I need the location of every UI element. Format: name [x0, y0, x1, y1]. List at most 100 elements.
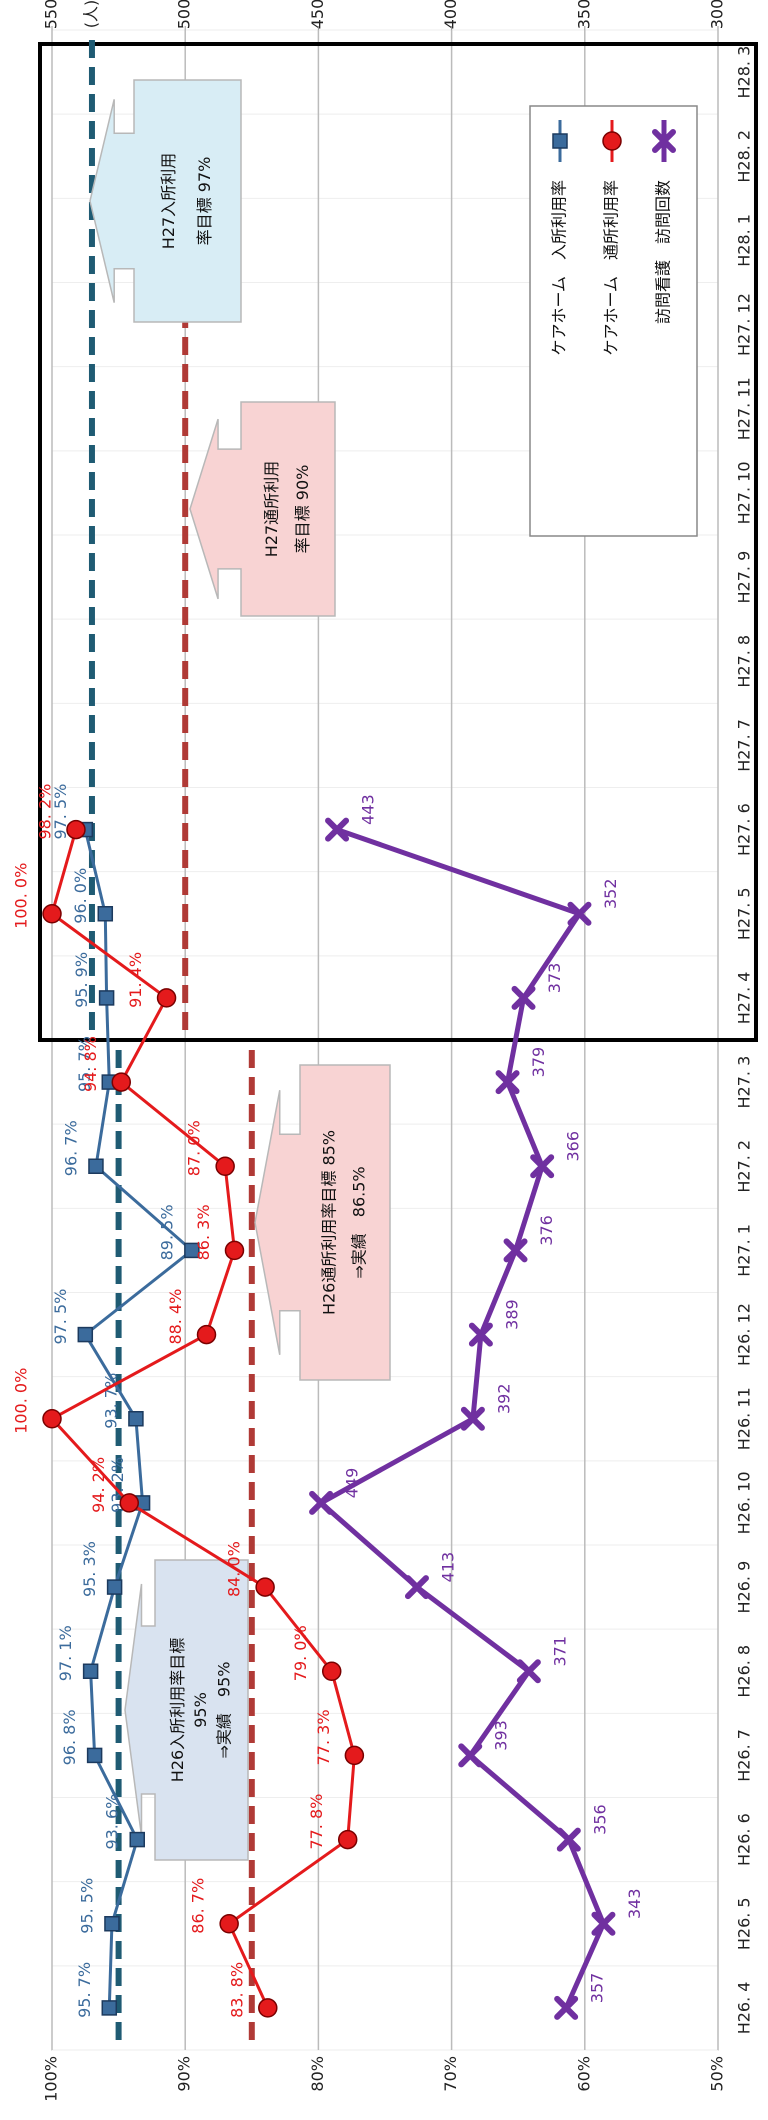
data-label: 96. 0% [71, 868, 90, 924]
data-point [344, 1745, 365, 1766]
x-tick-label: H28. 3 [735, 46, 754, 99]
y-tick-label: 70% [441, 2056, 460, 2092]
legend-label: ケアホーム 入所利用率 [550, 180, 569, 356]
data-label: 366 [564, 1131, 583, 1162]
data-label: 389 [502, 1299, 521, 1330]
data-label: 95. 7% [75, 1962, 94, 2018]
data-point [86, 1747, 103, 1764]
data-label: 95. 3% [80, 1541, 99, 1597]
legend-marker [602, 131, 622, 151]
data-point [82, 1663, 99, 1679]
legend-label: ケアホーム 通所利用率 [602, 180, 621, 356]
y2-tick-label: 450 [308, 0, 327, 29]
data-point [101, 2000, 118, 2016]
legend-box [529, 105, 698, 537]
data-label: 443 [359, 794, 378, 825]
y2-tick-label: 350 [574, 0, 593, 29]
data-point [66, 819, 86, 840]
x-tick-label: H26. 12 [735, 1303, 754, 1366]
data-point [184, 1242, 200, 1259]
data-point [106, 1579, 123, 1595]
callout-text: ⇒実績 86.5% [350, 1166, 369, 1278]
y-tick-label: 50% [708, 2056, 727, 2092]
x-tick-label: H27. 3 [735, 1056, 754, 1109]
data-point [309, 1490, 334, 1515]
data-point [503, 1238, 528, 1263]
legend-marker [652, 129, 676, 153]
data-point [255, 1577, 275, 1597]
data-label: 373 [545, 963, 564, 994]
x-tick-label: H26. 7 [735, 1729, 754, 1782]
x-tick-label: H26. 10 [735, 1471, 754, 1534]
data-label: 98. 2% [35, 784, 54, 840]
x-tick-label: H28. 2 [735, 130, 754, 183]
data-point [111, 1072, 132, 1092]
data-label: 93. 6% [103, 1794, 122, 1850]
data-label: 96. 7% [61, 1120, 80, 1176]
callout-text: H27通所利用 [262, 461, 281, 557]
data-label: 392 [494, 1383, 513, 1414]
data-point [77, 1326, 94, 1343]
rotated-chart: 50% 60% 70% 80% 90% 100% 300 350 400 450 500 550 (人)… [12, 0, 758, 2102]
y-tick-label: 90% [175, 2056, 194, 2092]
data-point [567, 901, 592, 926]
data-label: 87. 0% [185, 1120, 204, 1176]
data-label: 376 [537, 1215, 556, 1246]
y2-tick-label: 550 [42, 0, 61, 29]
data-label: 77. 3% [314, 1709, 333, 1765]
data-label: 413 [438, 1552, 457, 1583]
data-label: 89. 5% [157, 1204, 176, 1260]
y-tick-label: 80% [308, 2056, 327, 2092]
data-point [556, 1827, 581, 1852]
x-tick-label: H26. 6 [735, 1813, 754, 1866]
callout [124, 1559, 249, 1861]
data-label: 352 [601, 878, 620, 909]
data-label: 100. 0% [12, 863, 31, 929]
data-point [215, 1156, 235, 1176]
data-point [219, 1914, 239, 1934]
data-point [591, 1911, 616, 1936]
y2-axis-label: (人) [82, 0, 101, 28]
data-label: 93. 7% [101, 1373, 120, 1429]
data-point [196, 1324, 217, 1345]
y2-tick-label: 300 [708, 0, 727, 29]
x-tick-label: H27. 12 [735, 293, 754, 356]
data-point [337, 1829, 358, 1850]
legend-marker [552, 133, 568, 149]
callout-text: ⇒実績 95% [214, 1662, 233, 1759]
data-label: 343 [625, 1888, 644, 1919]
data-point [458, 1743, 483, 1768]
x-tick-label: H26. 8 [735, 1645, 754, 1698]
data-point [530, 1154, 555, 1179]
data-point [88, 1158, 104, 1174]
callout-text: H27入所利用 [159, 153, 178, 249]
y-tick-label: 60% [574, 2056, 593, 2092]
data-label: 97. 1% [56, 1625, 75, 1681]
y2-tick-label: 400 [441, 0, 460, 29]
data-label: 357 [588, 1973, 607, 2004]
data-label: 371 [550, 1636, 569, 1667]
data-label: 86. 7% [189, 1878, 208, 1934]
x-tick-label: H27. 10 [735, 461, 754, 524]
data-label: 79. 0% [291, 1625, 310, 1681]
callout-text: H26入所利用率目標 [168, 1638, 187, 1782]
data-label: 83. 8% [227, 1962, 246, 2018]
data-point [156, 988, 177, 1008]
data-point [321, 1661, 342, 1681]
data-point [495, 1070, 520, 1095]
data-point [98, 990, 115, 1006]
x-tick-label: H27. 8 [735, 635, 754, 688]
data-label: 94. 2% [89, 1457, 108, 1513]
x-tick-label: H26. 11 [735, 1387, 754, 1450]
x-tick-label: H27. 1 [735, 1224, 754, 1277]
data-label: 97. 5% [51, 784, 70, 840]
x-tick-label: H27. 4 [735, 972, 754, 1025]
data-label: 393 [492, 1720, 511, 1751]
x-tick-label: H27. 5 [735, 887, 754, 940]
data-label: 97. 5% [51, 1289, 70, 1345]
data-point [460, 1406, 485, 1431]
callout [254, 1064, 391, 1381]
highlight-box [38, 42, 758, 1042]
data-label: 100. 0% [12, 1368, 31, 1434]
callout-text: 率目標 90% [293, 465, 312, 554]
